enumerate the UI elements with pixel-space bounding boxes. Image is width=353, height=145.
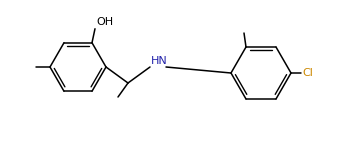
Text: Cl: Cl (302, 68, 313, 78)
Text: HN: HN (151, 56, 168, 66)
Text: OH: OH (96, 17, 113, 27)
